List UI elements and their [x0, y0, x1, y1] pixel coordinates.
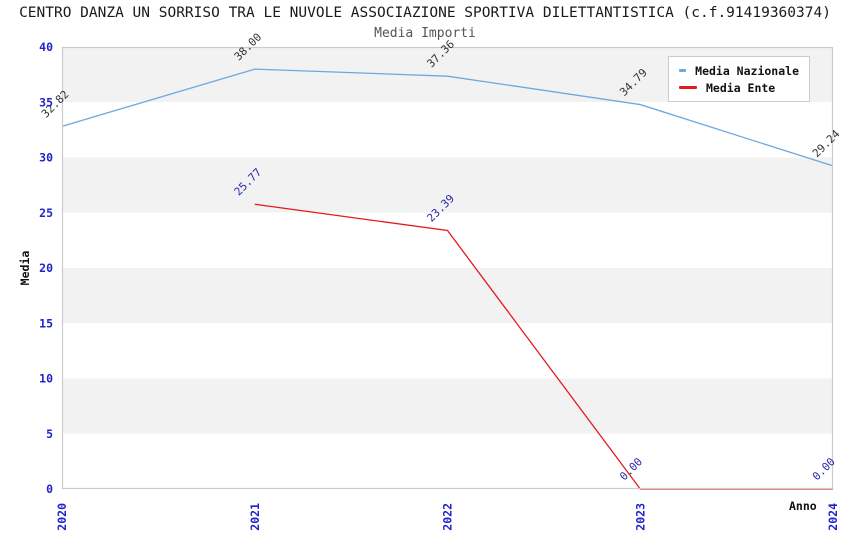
y-tick-label: 20: [39, 261, 53, 275]
media-nazionale-point-label: 34.79: [617, 66, 650, 99]
media-ente-point-label: 0.00: [810, 455, 838, 483]
y-tick-label: 35: [39, 95, 53, 109]
y-tick-label: 0: [46, 482, 53, 496]
plot-area: 32.82 38.00 37.36 34.79 29.24 25.77 23.39 0.00 0…: [39, 31, 843, 531]
media-ente-point-label: 23.39: [424, 192, 457, 225]
media-ente-line-swatch: [679, 86, 697, 89]
legend: Media Nazionale Media Ente: [668, 56, 810, 102]
legend-label-media-ente: Media Ente: [706, 80, 776, 95]
media-ente-line: [254, 203, 833, 490]
y-tick-label: 25: [39, 206, 53, 220]
plot-border: [61, 46, 834, 490]
y-axis-label: Media: [18, 250, 32, 286]
x-tick-label: 2024: [826, 503, 840, 531]
media-ente-point-label: 25.77: [232, 166, 265, 199]
x-tick-label: 2023: [633, 503, 647, 531]
media-nazionale-line: [61, 68, 834, 167]
x-tick-label: 2022: [441, 503, 455, 531]
media-nazionale-point-label: 37.36: [424, 38, 457, 71]
chart-title: CENTRO DANZA UN SORRISO TRA LE NUVOLE AS…: [19, 5, 831, 21]
legend-label-media-nazionale: Media Nazionale: [695, 63, 799, 78]
x-axis-label: Anno: [789, 499, 817, 513]
media-nazionale-line-swatch: [679, 69, 687, 72]
y-tick-label: 15: [39, 316, 53, 330]
x-tick-label: 2020: [55, 503, 69, 531]
media-nazionale-point-label: 29.24: [810, 127, 843, 160]
y-tick-label: 10: [39, 372, 53, 386]
legend-item-media-nazionale: Media Nazionale: [679, 64, 799, 78]
chart-subtitle: Media Importi: [374, 26, 476, 41]
y-tick-label: 5: [46, 427, 53, 441]
x-tick-label: 2021: [248, 503, 262, 531]
legend-item-media-ente: Media Ente: [679, 81, 799, 95]
y-tick-label: 40: [39, 40, 53, 54]
y-tick-label: 30: [39, 151, 53, 165]
media-ente-point-label: 0.00: [617, 455, 645, 483]
